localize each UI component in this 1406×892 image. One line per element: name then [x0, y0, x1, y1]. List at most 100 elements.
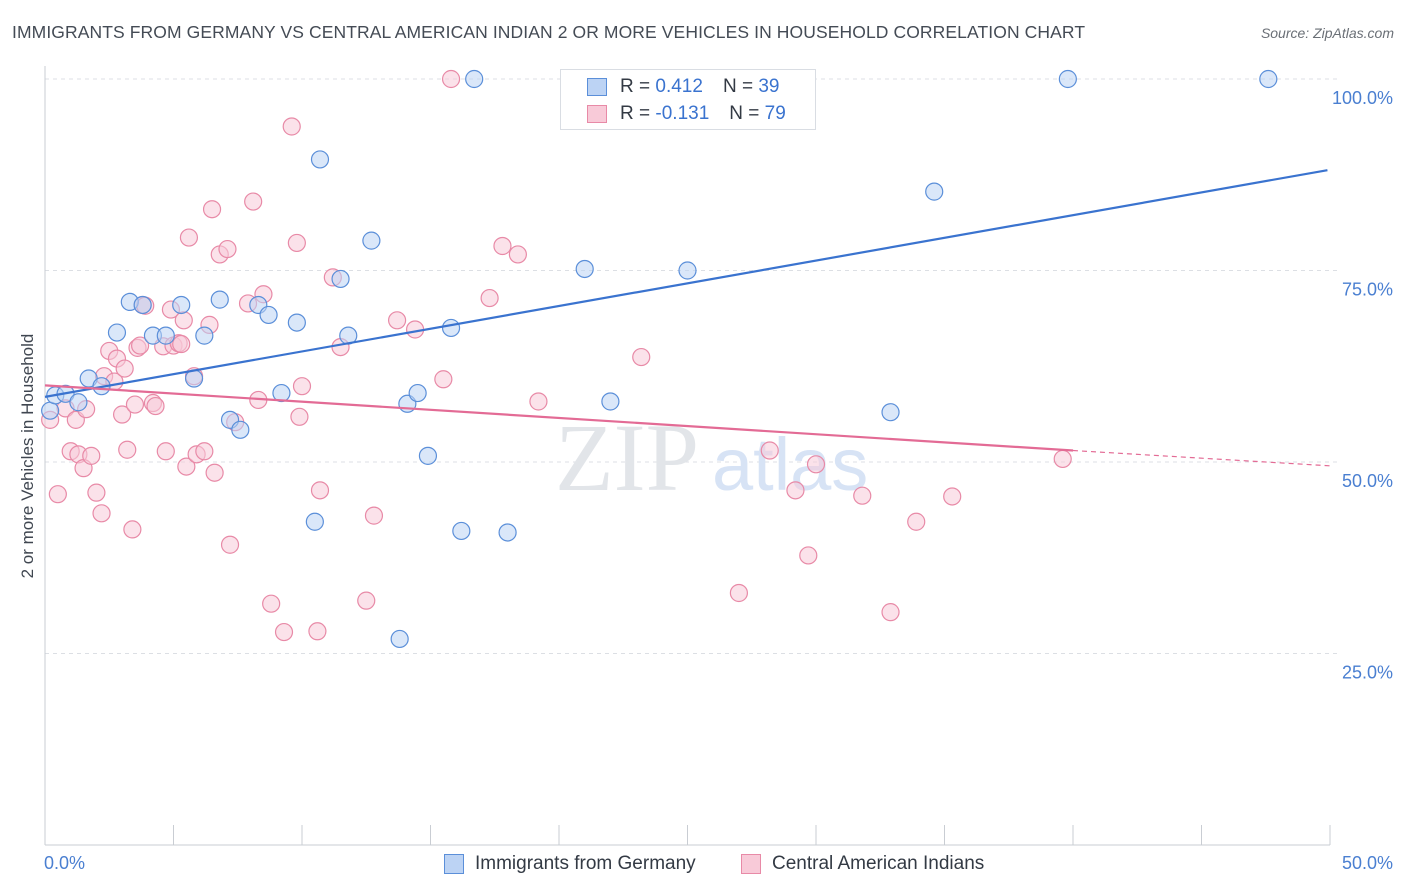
series-swatch-central [741, 854, 761, 874]
central-point [218, 239, 237, 259]
central-point [195, 442, 214, 461]
central-point [287, 233, 306, 253]
germany-point [1259, 69, 1278, 89]
germany-point [259, 305, 278, 325]
grid-lines [45, 78, 1338, 654]
germany-point [498, 523, 517, 542]
central-point [493, 236, 512, 256]
germany-point [452, 521, 471, 541]
y-tick-label: 100.0% [1332, 88, 1393, 108]
series-swatch-germany [444, 854, 464, 874]
series-label-germany: Immigrants from Germany [475, 853, 696, 874]
y-axis-label: 2 or more Vehicles in Household [18, 334, 37, 579]
central-point [907, 512, 926, 531]
central-point [729, 583, 749, 603]
legend-n-value-central: 79 [764, 103, 786, 124]
germany-point [601, 392, 620, 411]
germany-point [390, 629, 409, 649]
germany-point [331, 269, 350, 289]
central-point [174, 311, 193, 330]
legend-swatch-germany [587, 78, 607, 96]
y-tick-label: 50.0% [1342, 471, 1393, 491]
central-point [806, 455, 826, 474]
central-point [480, 288, 499, 308]
germany-point [881, 403, 900, 422]
germany-point [272, 383, 291, 403]
germany-point [210, 290, 229, 309]
legend-r-label: R = [620, 76, 651, 97]
germany-point [133, 295, 152, 315]
central-point [262, 594, 281, 613]
central-point [112, 405, 132, 424]
germany-point [441, 318, 461, 338]
central-point [292, 377, 312, 396]
central-point [786, 481, 805, 500]
legend-n-value-germany: 39 [758, 76, 780, 97]
central-point [172, 334, 191, 354]
central-point [48, 485, 67, 504]
central-point [1053, 449, 1072, 469]
legend-swatch-central [587, 105, 607, 123]
chart-title: IMMIGRANTS FROM GERMANY VS CENTRAL AMERI… [12, 22, 1086, 42]
x-tick-labels: 0.0% 50.0% [44, 853, 1393, 873]
central-american-indians-points [41, 69, 1072, 642]
central-point [244, 192, 263, 211]
central-point [205, 463, 224, 482]
central-point [146, 396, 165, 416]
central-point [202, 200, 222, 219]
central-point [220, 535, 240, 554]
germany-trend-line [44, 169, 1328, 398]
central-point [115, 359, 134, 378]
legend-row-germany: R = 0.412 N = 39 [587, 75, 779, 99]
central-point [179, 228, 199, 247]
germany-points [41, 69, 1278, 649]
germany-point [1058, 69, 1077, 89]
series-label-central: Central American Indians [772, 853, 985, 874]
central-point [943, 487, 962, 506]
series-legend-central: Central American Indians [741, 851, 984, 877]
central-point [274, 622, 294, 642]
central-point [799, 546, 818, 565]
central-point [760, 441, 779, 460]
legend-row-central: R = -0.131 N = 79 [587, 102, 786, 126]
central-point [118, 440, 137, 459]
central-point [434, 370, 453, 389]
germany-point [465, 69, 484, 89]
central-point [82, 446, 101, 465]
central-point [441, 69, 461, 89]
axes [44, 66, 1331, 846]
germany-point [107, 323, 127, 342]
central-point [308, 622, 327, 641]
central-point [310, 481, 330, 500]
central-point [123, 520, 142, 539]
germany-point [418, 446, 438, 465]
germany-point [408, 383, 427, 403]
germany-point [362, 231, 381, 250]
y-tick-label: 75.0% [1342, 280, 1393, 300]
central-trend-extension [1072, 449, 1331, 467]
central-point [290, 407, 309, 426]
legend-n-label: N = [722, 76, 754, 97]
germany-point [287, 313, 306, 332]
x-tick-label: 50.0% [1342, 853, 1393, 873]
y-tick-labels: 25.0% 50.0% 75.0% 100.0% [1332, 88, 1393, 683]
germany-point [69, 393, 88, 412]
germany-point [305, 512, 324, 531]
central-point [508, 245, 527, 264]
central-point [87, 483, 106, 502]
central-point [130, 336, 150, 355]
germany-point [41, 401, 60, 420]
germany-point [575, 259, 594, 279]
legend-r-value-germany: 0.412 [655, 76, 703, 97]
central-point [387, 311, 407, 330]
central-point [357, 591, 376, 610]
legend-r-label: R = [620, 103, 651, 124]
central-point [156, 442, 175, 461]
central-point [364, 506, 384, 525]
central-point [529, 392, 548, 411]
correlation-legend: R = 0.412 N = 39 R = -0.131 N = 79 [560, 69, 816, 130]
legend-n-label: N = [729, 103, 760, 124]
central-point [282, 117, 301, 136]
y-tick-label: 25.0% [1342, 663, 1393, 683]
germany-point [231, 420, 250, 439]
